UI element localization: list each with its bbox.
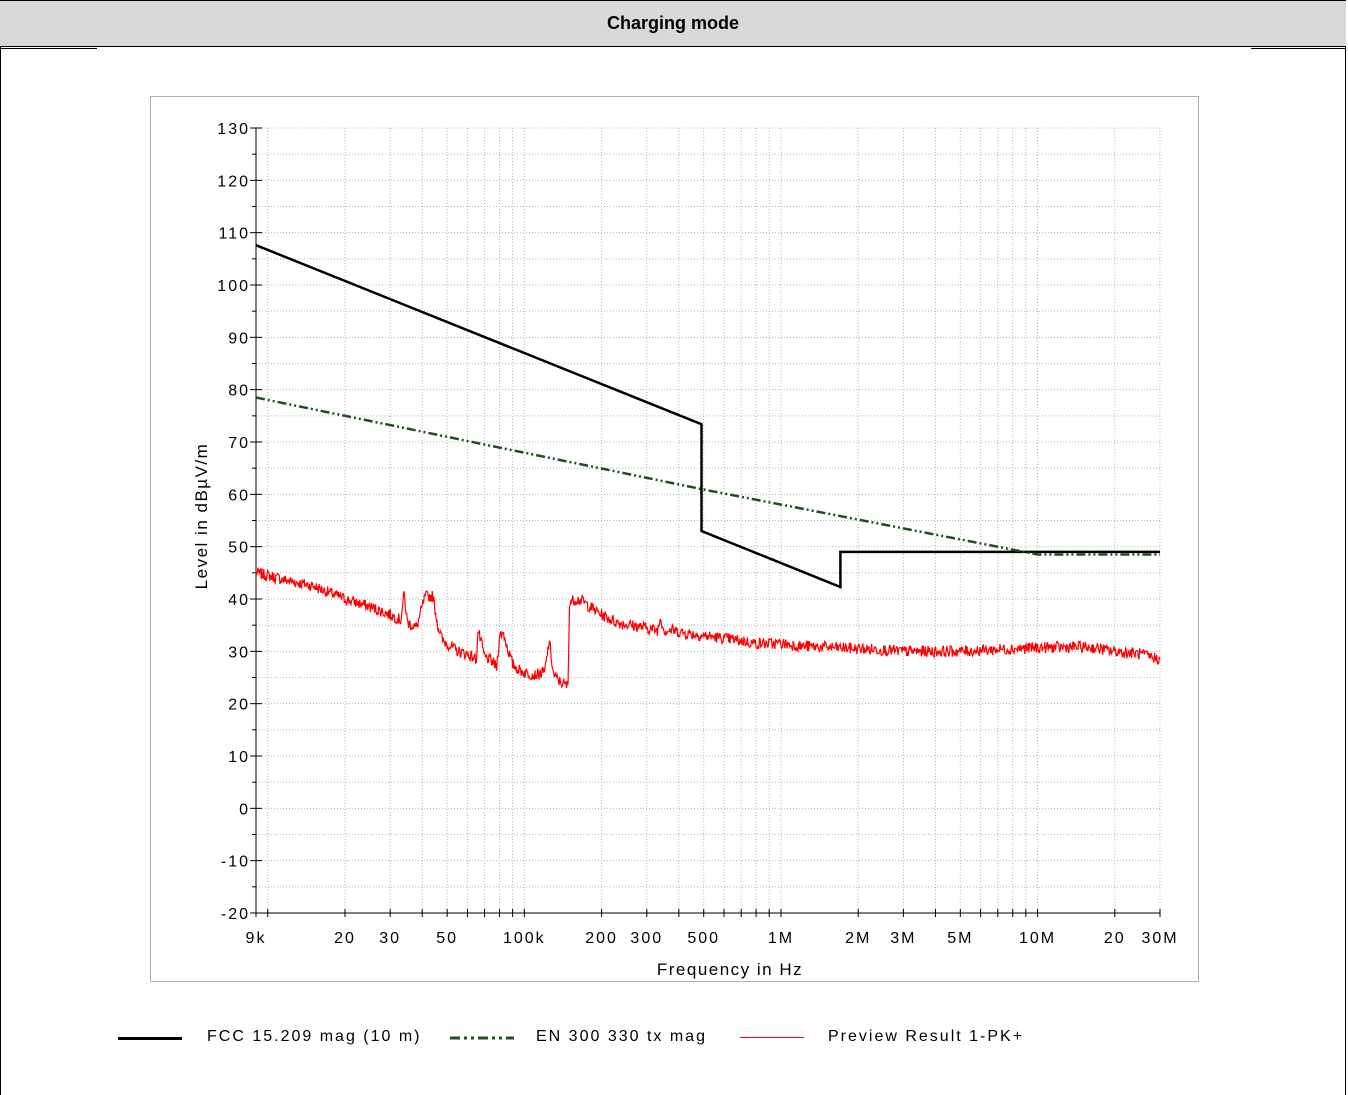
series-en-300-330 [255,396,1160,556]
x-tick-label: 20 [334,930,356,947]
y-tick-label: 50 [228,540,250,557]
y-tick-label: -20 [221,906,250,923]
y-tick-label: -10 [221,854,250,871]
y-tick-label: 60 [228,487,250,504]
x-tick-label: 9k [246,930,267,947]
x-tick-label: 30 [379,930,401,947]
x-tick-label: 100k [503,930,546,947]
y-tick-label: 130 [217,121,250,138]
legend-swatch-fcc [118,1037,182,1040]
x-axis-title: Frequency in Hz [657,960,803,979]
y-tick-label: 90 [228,330,250,347]
series-fcc-15-209 [255,244,1160,589]
x-tick-label: 3M [890,930,916,947]
tick-labels: -20 -10 0 10 20 30 40 50 60 70 80 90 100 110 120 130 9k 2… [217,121,1178,947]
x-tick-label: 10M [1019,930,1056,947]
y-tick-label: 100 [217,278,250,295]
series-lines [255,244,1161,689]
axes [250,127,1161,917]
y-tick-label: 0 [239,801,250,818]
legend-swatch-en [450,1036,514,1040]
x-tick-label: 200 [585,930,618,947]
series-preview-result [255,567,1161,689]
y-tick-label: 40 [228,592,250,609]
legend-label-fcc: FCC 15.209 mag (10 m) [207,1028,422,1045]
legend-swatch-preview [740,1037,804,1038]
x-tick-label: 30M [1141,930,1178,947]
legend-label-en: EN 300 330 tx mag [536,1028,707,1045]
x-tick-label: 300 [630,930,663,947]
x-tick-label: 20 [1104,930,1126,947]
page-title: Charging mode [606,13,739,33]
y-tick-label: 80 [228,383,250,400]
y-tick-label: 110 [218,226,250,243]
x-tick-label: 5M [947,930,973,947]
legend-label-preview: Preview Result 1-PK+ [828,1028,1025,1045]
y-tick-label: 20 [228,697,250,714]
y-tick-label: 70 [228,435,250,452]
x-tick-label: 500 [687,930,720,947]
divider-left [0,48,97,49]
grid-lines [255,127,1161,914]
legend: FCC 15.209 mag (10 m) EN 300 330 tx mag … [110,1026,1310,1050]
divider-right [1251,48,1346,49]
x-tick-label: 2M [845,930,871,947]
y-tick-label: 10 [228,749,250,766]
y-axis-title: Level in dBµV/m [192,443,211,590]
x-tick-label: 1M [768,930,794,947]
x-tick-label: 50 [436,930,458,947]
y-tick-label: 120 [217,173,250,190]
y-tick-label: 30 [228,644,250,661]
section-header: Charging mode [0,0,1346,47]
